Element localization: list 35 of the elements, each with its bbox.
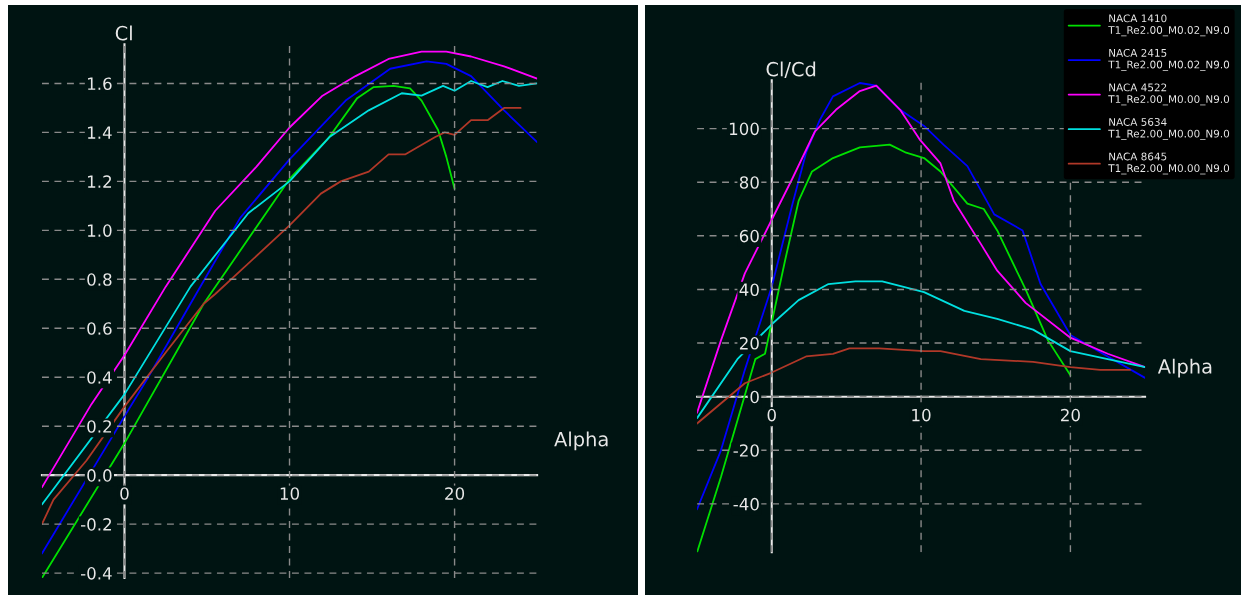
legend-label: NACA 4522 T1_Re2.00_M0.00_N9.0	[1108, 83, 1230, 106]
legend-label: NACA 8645 T1_Re2.00_M0.00_N9.0	[1108, 152, 1230, 175]
y-tick-label: -0.2	[80, 518, 111, 531]
legend-label: NACA 5634 T1_Re2.00_M0.00_N9.0	[1108, 118, 1230, 140]
legend-label: NACA 1410 T1_Re2.00_M0.02_N9.0	[1108, 14, 1230, 37]
x-tick-label: 0	[120, 487, 129, 500]
x-tick-label: 20	[1061, 408, 1080, 422]
y-tick-label: 0.6	[87, 322, 112, 335]
x-tick-label: 10	[280, 487, 300, 500]
y-tick-label: 1.6	[87, 77, 112, 91]
x-axis-title: Alpha	[554, 431, 608, 451]
x-tick-label: 20	[445, 487, 465, 500]
y-tick-label: 1.2	[87, 175, 111, 188]
x-tick-label: 10	[912, 408, 931, 422]
y-axis-title: Cl/Cd	[766, 61, 816, 79]
y-tick-label: -0.4	[80, 567, 112, 580]
y-axis-title: Cl	[115, 25, 132, 41]
y-tick-label: 0	[750, 390, 759, 404]
y-tick-label: 1.4	[87, 126, 112, 139]
y-tick-label: 1.0	[87, 224, 112, 237]
x-tick-label: 0	[767, 408, 776, 422]
y-tick-label: 60	[739, 229, 759, 243]
y-tick-label: 0.2	[87, 420, 111, 433]
y-tick-label: -20	[733, 444, 759, 457]
y-tick-label: -40	[733, 497, 759, 511]
y-tick-label: 0.8	[87, 273, 112, 286]
y-tick-label: 100	[729, 122, 759, 136]
line-series	[697, 280, 1146, 420]
x-axis-title: Alpha	[1157, 358, 1212, 378]
y-tick-label: 0.4	[87, 371, 112, 384]
legend-label: NACA 2415 T1_Re2.00_M0.02_N9.0	[1108, 48, 1230, 71]
y-tick-label: 80	[739, 176, 759, 189]
y-tick-label: 40	[739, 283, 759, 296]
y-tick-label: 0.0	[87, 469, 112, 482]
y-tick-label: 20	[739, 337, 759, 350]
